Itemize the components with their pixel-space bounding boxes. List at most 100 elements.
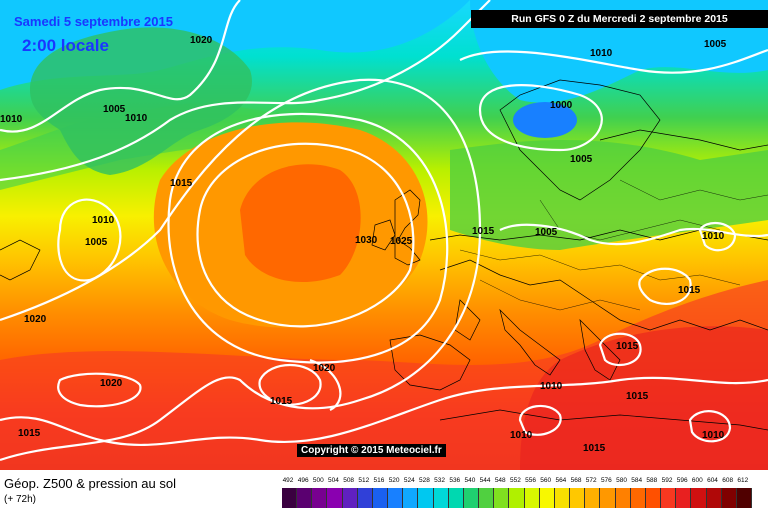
color-scale-label: 536 — [449, 477, 461, 484]
isobar-label: 1025 — [390, 236, 413, 247]
hot-region — [520, 326, 768, 470]
green-band — [450, 140, 768, 250]
color-scale-swatch — [585, 488, 601, 508]
isobar-label: 1015 — [626, 391, 649, 402]
color-scale-swatch — [448, 488, 464, 508]
color-scale-label: 552 — [509, 477, 521, 484]
color-scale-swatch — [524, 488, 540, 508]
isobar-label: 1015 — [170, 178, 193, 189]
isobar-label: 1010 — [92, 215, 115, 226]
color-scale-label: 524 — [403, 477, 415, 484]
color-scale-label: 504 — [328, 477, 339, 484]
color-scale-swatch — [600, 488, 616, 508]
greenland-landmass — [30, 27, 252, 175]
color-scale-label: 528 — [419, 477, 430, 484]
color-scale-swatch — [706, 488, 722, 508]
isobar-label: 1010 — [0, 114, 23, 125]
color-scale-label: 612 — [737, 477, 749, 484]
color-scale-swatch — [342, 488, 358, 508]
isobar-label: 1010 — [540, 381, 563, 392]
isobar-label: 1020 — [190, 35, 213, 46]
high-pressure-core — [240, 164, 361, 283]
copyright-label: Copyright © 2015 Meteociel.fr — [297, 444, 446, 457]
color-scale-swatch — [630, 488, 646, 508]
isobars — [0, 0, 768, 460]
color-scale-swatch — [721, 488, 737, 508]
forecast-date: Samedi 5 septembre 2015 — [14, 14, 173, 29]
color-scale-swatch — [736, 488, 752, 508]
isobar-label: 1020 — [24, 314, 47, 325]
color-scale-bar — [282, 488, 752, 508]
color-scale-swatch — [691, 488, 707, 508]
color-scale-label: 584 — [631, 477, 643, 484]
forecast-range: (+ 72h) — [4, 494, 36, 505]
isobar-label: 1000 — [550, 100, 573, 111]
color-scale-swatch — [509, 488, 525, 508]
isobar-label: 1010 — [125, 113, 148, 124]
color-scale-label: 556 — [525, 477, 536, 484]
color-scale-labels: 492 496 500 504 508 512 516 520 524 528 532 536 540 5… — [282, 477, 752, 487]
color-scale-label: 540 — [464, 477, 476, 484]
color-scale-swatch — [372, 488, 389, 508]
color-scale-swatch — [403, 488, 419, 508]
color-scale-label: 500 — [312, 477, 324, 484]
color-scale-swatch — [479, 488, 495, 508]
isobar-label: 1015 — [270, 396, 293, 407]
color-scale-swatch — [312, 488, 328, 508]
color-scale-swatch — [615, 488, 631, 508]
color-scale-label: 492 — [282, 477, 294, 484]
color-scale-label: 600 — [691, 477, 703, 484]
color-scale-label: 516 — [373, 477, 385, 484]
isobar-label: 1015 — [472, 226, 495, 237]
color-scale-label: 588 — [646, 477, 658, 484]
color-scale-swatch — [357, 488, 373, 508]
isobar-label: 1005 — [535, 227, 558, 238]
color-scale-label: 520 — [388, 477, 400, 484]
color-scale-label: 544 — [479, 477, 491, 484]
color-scale-label: 604 — [707, 477, 718, 484]
isobar-label: 1005 — [704, 39, 727, 50]
color-scale-swatch — [418, 488, 434, 508]
color-scale-label: 548 — [494, 477, 506, 484]
color-scale-label: 532 — [434, 477, 446, 484]
color-scale-label: 576 — [600, 477, 612, 484]
isobar-label: 1020 — [100, 378, 123, 389]
isobar-labels: 1020 1010 1005 1010 1015 1000 1005 1010 … — [0, 35, 727, 454]
color-scale-label: 564 — [555, 477, 567, 484]
color-scale-label: 596 — [676, 477, 688, 484]
isobar-label: 1030 — [355, 235, 378, 246]
color-scale-label: 496 — [297, 477, 309, 484]
isobar-label: 1015 — [678, 285, 701, 296]
isobar-label: 1010 — [510, 430, 533, 441]
color-scale-swatch — [388, 488, 404, 508]
isobar-label: 1010 — [702, 231, 725, 242]
isobar-label: 1015 — [616, 341, 639, 352]
color-scale-swatch — [433, 488, 449, 508]
isobar-label: 1010 — [590, 48, 613, 59]
isobar-label: 1005 — [103, 104, 126, 115]
isobar-label: 1010 — [702, 430, 725, 441]
color-scale-label: 512 — [358, 477, 370, 484]
color-scale-label: 592 — [661, 477, 673, 484]
color-scale-swatch — [676, 488, 692, 508]
color-scale-label: 560 — [540, 477, 552, 484]
color-scale-swatch — [494, 488, 510, 508]
color-scale-swatch — [570, 488, 586, 508]
isobar-label: 1015 — [583, 443, 606, 454]
color-scale-swatch — [554, 488, 571, 508]
model-run-label: Run GFS 0 Z du Mercredi 2 septembre 2015 — [471, 10, 768, 28]
chart-title: Géop. Z500 & pression au sol — [4, 476, 176, 491]
color-scale-label: 608 — [722, 477, 734, 484]
low-pressure-core — [513, 102, 577, 138]
color-scale-swatch — [661, 488, 677, 508]
isobar-label: 1005 — [85, 237, 108, 248]
isobar-label: 1015 — [18, 428, 41, 439]
color-scale-swatch — [282, 488, 298, 508]
forecast-time: 2:00 locale — [22, 36, 109, 55]
borders — [459, 179, 768, 311]
color-scale-label: 568 — [570, 477, 582, 484]
color-scale-swatch — [463, 488, 480, 508]
isobar-label: 1020 — [313, 363, 336, 374]
color-scale-label: 572 — [585, 477, 597, 484]
